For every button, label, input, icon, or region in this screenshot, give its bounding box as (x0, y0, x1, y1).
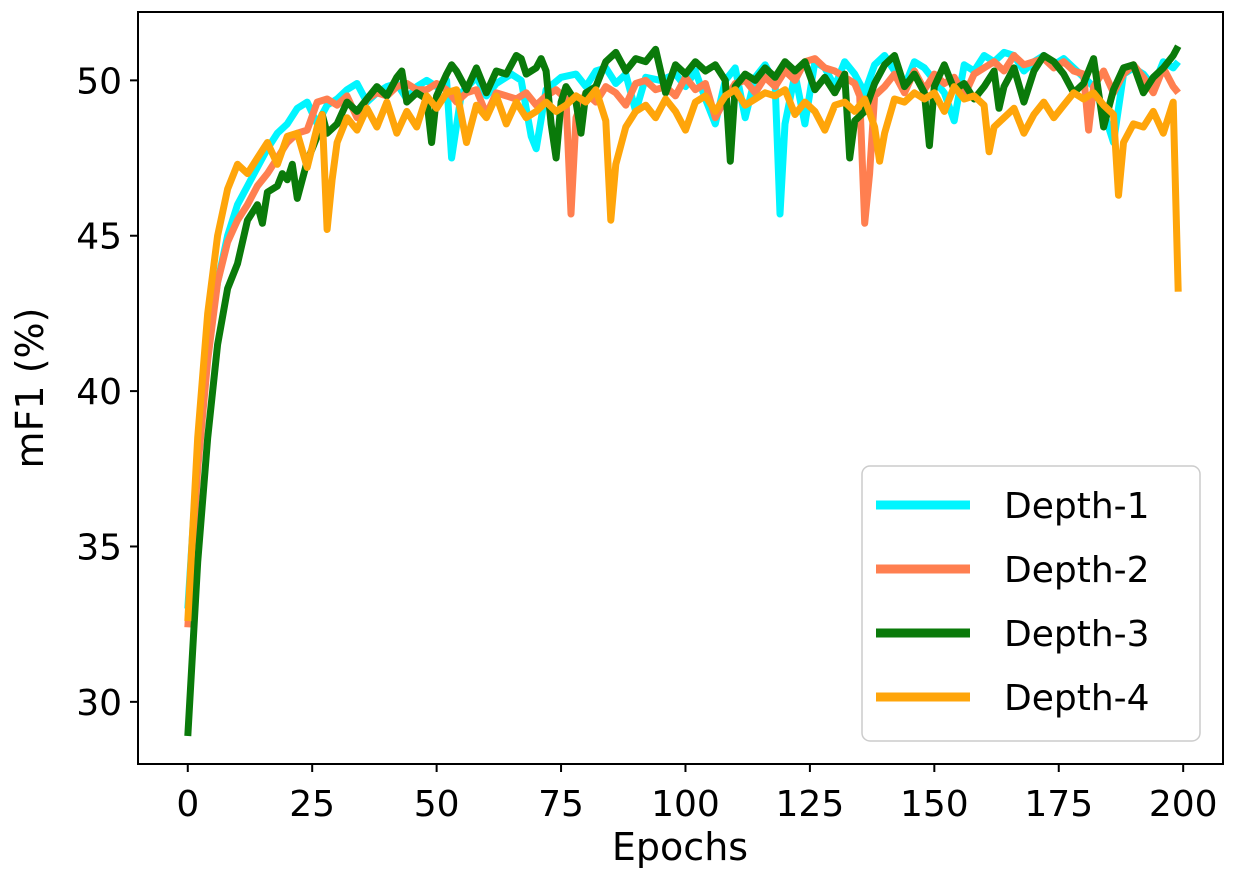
tick-layer: 0 25 50 75 100 125 150 175 200 30 35 40 45 50 (76, 61, 1217, 825)
legend-label-depth-2: Depth-2 (1004, 550, 1150, 591)
y-tick-label-45: 45 (76, 217, 122, 258)
y-tick-label-40: 40 (76, 372, 122, 413)
y-tick-label-30: 30 (76, 683, 122, 724)
legend-label-depth-3: Depth-3 (1004, 614, 1150, 655)
x-tick-label-175: 175 (1024, 784, 1093, 825)
series-layer (184, 44, 1182, 737)
series-line-depth-3 (184, 44, 1182, 737)
legend-box (861, 465, 1201, 742)
series-line-depth-4 (184, 83, 1182, 622)
x-tick-label-150: 150 (900, 784, 969, 825)
y-axis-title: mF1 (%) (8, 308, 52, 469)
x-tick-label-75: 75 (538, 784, 584, 825)
x-tick-label-125: 125 (776, 784, 845, 825)
x-tick-label-50: 50 (414, 784, 460, 825)
x-tick-label-200: 200 (1149, 784, 1218, 825)
x-axis-title: Epochs (612, 825, 748, 869)
legend: Depth-1 Depth-2 Depth-3 Depth-4 (861, 465, 1201, 742)
plot-area-frame (137, 11, 1224, 765)
y-tick-label-35: 35 (76, 527, 122, 568)
legend-label-depth-4: Depth-4 (1004, 678, 1150, 719)
y-tick-label-50: 50 (76, 61, 122, 102)
x-tick-label-0: 0 (176, 784, 199, 825)
x-tick-label-25: 25 (289, 784, 335, 825)
legend-label-depth-1: Depth-1 (1004, 486, 1150, 527)
x-tick-label-100: 100 (651, 784, 720, 825)
